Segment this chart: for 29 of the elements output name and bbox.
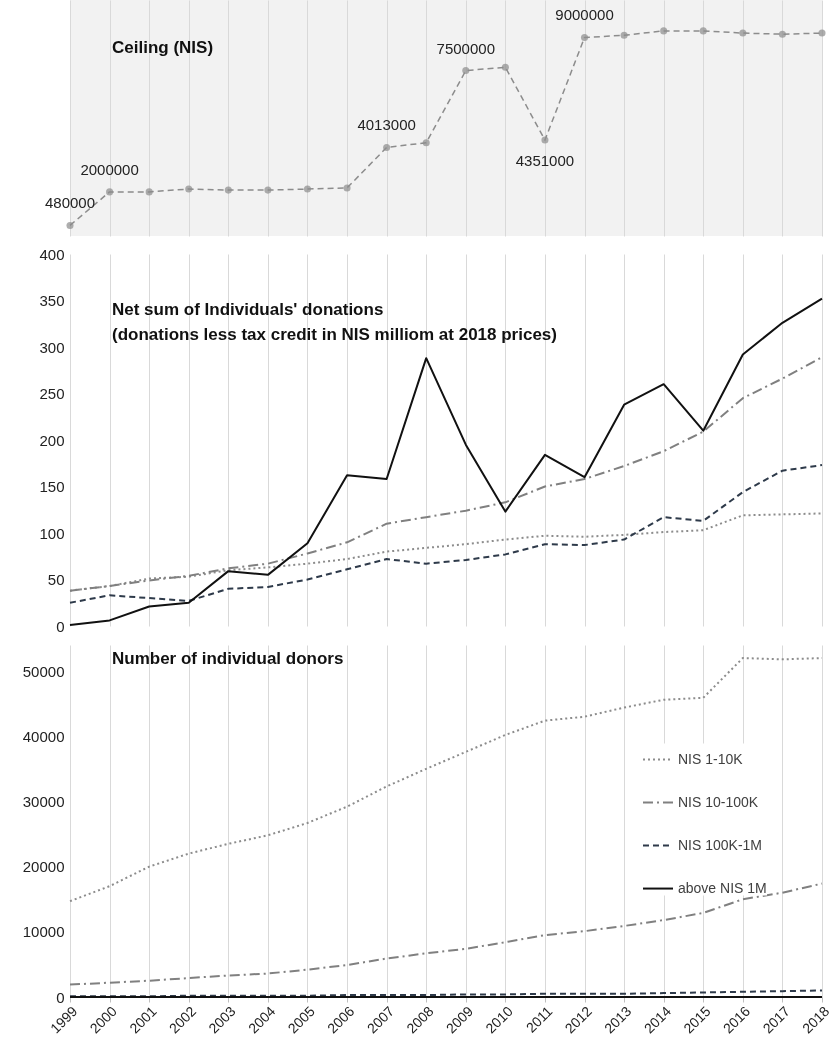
text: Ceiling (NIS)	[112, 38, 214, 57]
data-label: 2000000	[80, 160, 139, 178]
y-tick-label: 350	[39, 292, 65, 309]
data-label: 480000	[44, 194, 96, 212]
text: (donations less tax credit in NIS milliom at 2018 prices)	[112, 325, 557, 344]
y-tick-label: 400	[39, 245, 65, 263]
y-tick-label: 100	[39, 524, 65, 542]
y-tick-label: 200	[39, 431, 65, 449]
legend-label: NIS 100K-1M	[678, 836, 763, 853]
y-tick-label: 250	[39, 385, 65, 402]
data-label: 7500000	[436, 39, 495, 57]
y-tick-label: 50	[47, 571, 65, 588]
y-tick-label: 300	[39, 338, 65, 356]
legend-label: above NIS 1M	[678, 879, 767, 896]
text: Net sum of Individuals' donations	[112, 300, 384, 319]
y-tick-label: 10000	[22, 923, 65, 941]
y-tick-label: 150	[39, 478, 65, 495]
data-label: 4351000	[515, 152, 575, 170]
data-label: 9000000	[555, 6, 614, 24]
y-tick-label: 0	[56, 617, 65, 635]
legend-label: NIS 1-10K	[678, 750, 744, 767]
y-tick-label: 50000	[22, 662, 65, 680]
y-tick-label: 20000	[22, 858, 65, 876]
legend-label: NIS 10-100K	[678, 793, 759, 810]
y-tick-label: 40000	[22, 727, 65, 745]
y-tick-label: 0	[56, 988, 65, 1006]
y-tick-label: 30000	[22, 792, 65, 810]
data-label: 4013000	[357, 116, 416, 134]
chart-title: Number of individual donors	[112, 649, 344, 668]
